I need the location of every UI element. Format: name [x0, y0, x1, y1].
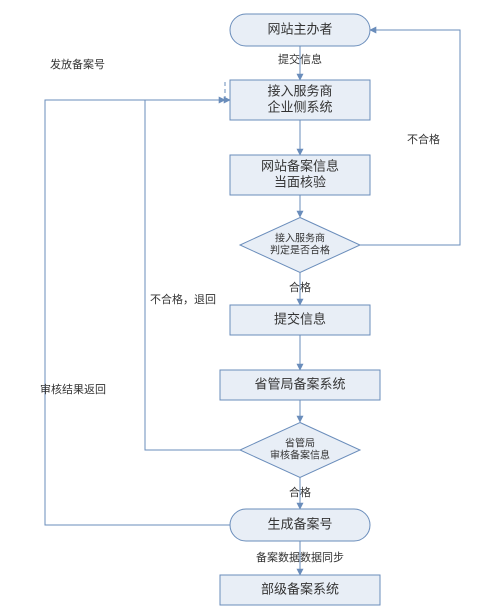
- edge-label-e6: 合格: [289, 485, 311, 499]
- node-text-gen-0: 生成备案号: [267, 516, 332, 531]
- node-submit: 提交信息: [230, 305, 370, 335]
- node-text-verify-0: 网站备案信息: [261, 158, 339, 173]
- node-text-verify-1: 当面核验: [274, 174, 326, 189]
- node-start: 网站主办者: [230, 14, 370, 46]
- edge-label-e8: 不合格: [407, 132, 440, 146]
- node-text-isp-1: 企业侧系统: [267, 99, 332, 114]
- node-text-start-0: 网站主办者: [267, 21, 332, 36]
- edge-e10: [45, 100, 230, 525]
- node-d1: 接入服务商判定是否合格: [240, 218, 360, 273]
- node-natl: 部级备案系统: [220, 575, 380, 605]
- node-text-d1-1: 判定是否合格: [270, 244, 330, 257]
- node-prov: 省管局备案系统: [220, 370, 380, 400]
- node-text-isp-0: 接入服务商: [267, 83, 332, 98]
- edge-label2-e10: 发放备案号: [50, 57, 105, 71]
- node-verify: 网站备案信息当面核验: [230, 155, 370, 195]
- node-text-d1-0: 接入服务商: [275, 232, 325, 245]
- node-d2: 省管局审核备案信息: [240, 423, 360, 478]
- edge-label-e9: 不合格，退回: [150, 292, 216, 306]
- node-text-natl-0: 部级备案系统: [261, 581, 339, 596]
- edge-label-e0: 提交信息: [278, 52, 322, 66]
- node-text-prov-0: 省管局备案系统: [254, 376, 345, 391]
- edge-label-e7: 备案数据数据同步: [256, 550, 344, 564]
- node-text-d2-1: 审核备案信息: [270, 449, 330, 462]
- node-isp: 接入服务商企业侧系统: [230, 80, 370, 120]
- flowchart-canvas: 提交信息合格合格备案数据数据同步不合格不合格，退回审核结果返回发放备案号网站主办…: [0, 0, 500, 615]
- node-gen: 生成备案号: [230, 509, 370, 541]
- edge-label-e3: 合格: [289, 280, 311, 294]
- edge-label-e10: 审核结果返回: [40, 382, 106, 396]
- node-text-d2-0: 省管局: [285, 437, 315, 450]
- node-text-submit-0: 提交信息: [274, 311, 326, 326]
